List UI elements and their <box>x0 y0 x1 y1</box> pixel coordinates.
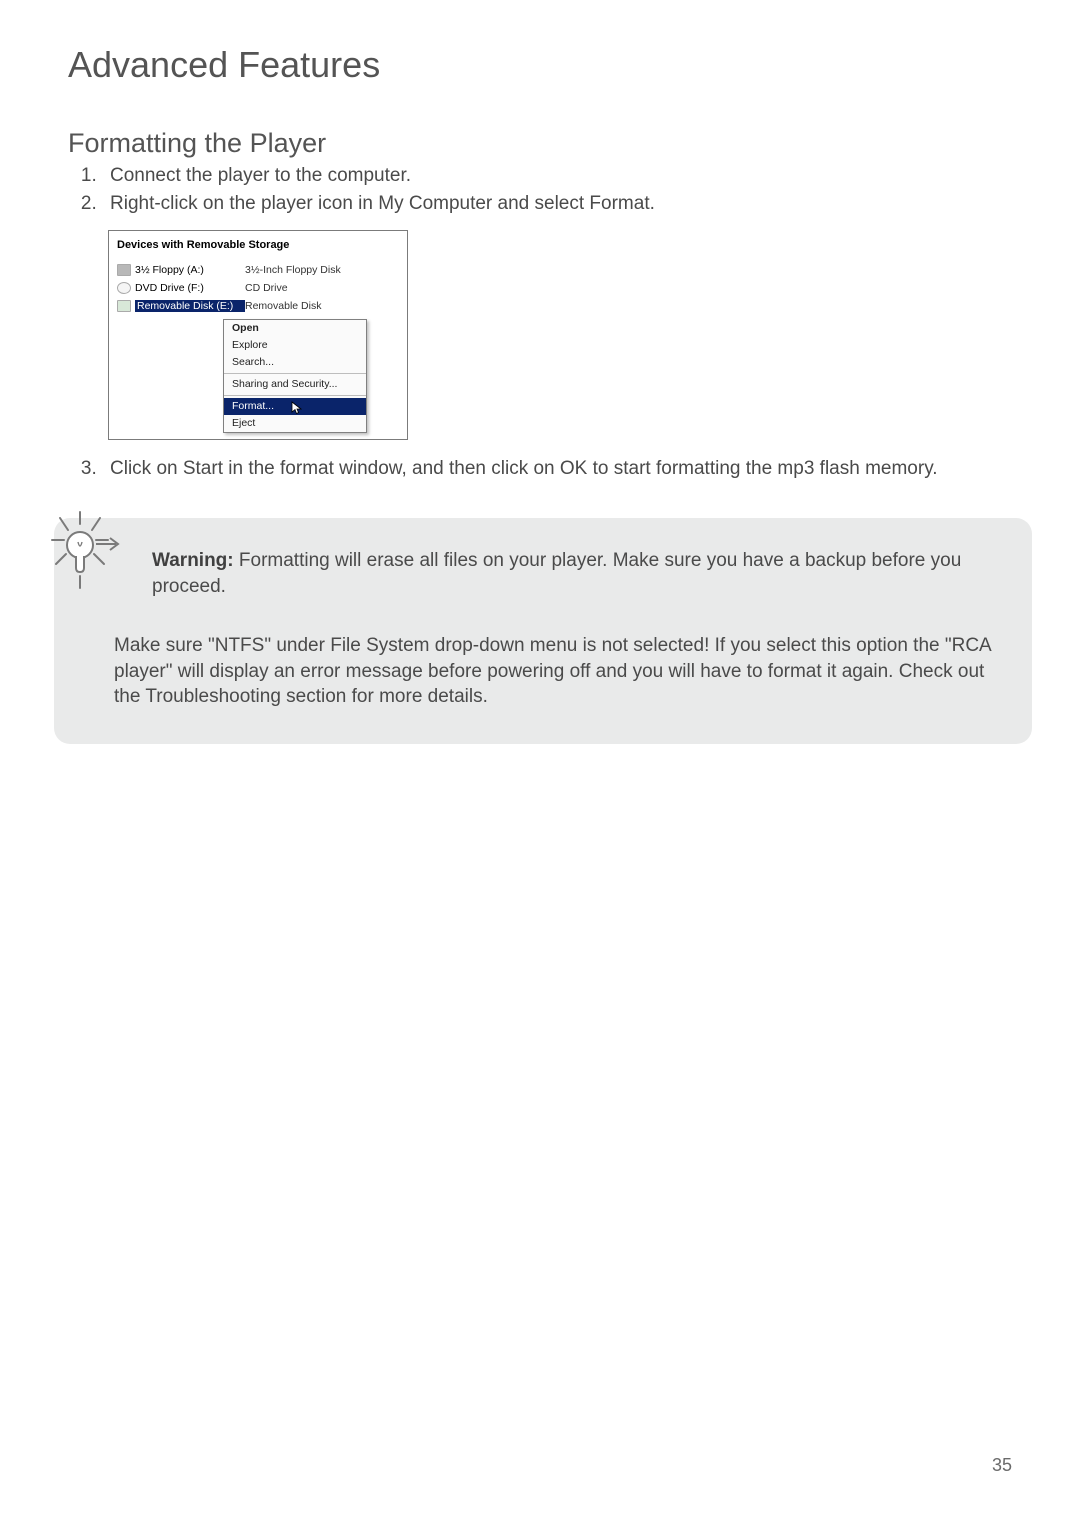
warning-paragraph: Warning: Formatting will erase all files… <box>152 548 998 599</box>
drive-row-floppy: 3½ Floppy (A:) 3½-Inch Floppy Disk <box>117 261 399 279</box>
menu-divider-2 <box>224 395 366 396</box>
drive-floppy-name: 3½ Floppy (A:) <box>135 264 245 276</box>
screenshot-title: Devices with Removable Storage <box>117 239 399 251</box>
warning-callout: Warning: Formatting will erase all files… <box>54 518 1032 744</box>
page-number: 35 <box>992 1455 1012 1476</box>
context-menu: Open Explore Search... Sharing and Secur… <box>223 319 367 433</box>
removable-disk-icon <box>117 300 131 312</box>
cursor-icon <box>291 401 303 413</box>
lightbulb-icon <box>48 510 112 590</box>
step-2: Right-click on the player icon in My Com… <box>102 191 1012 217</box>
floppy-icon <box>117 264 131 276</box>
drive-removable-type: Removable Disk <box>245 300 321 312</box>
instruction-list-continued: Click on Start in the format window, and… <box>68 456 1012 482</box>
warning-body: Formatting will erase all files on your … <box>152 550 961 597</box>
ntfs-paragraph: Make sure "NTFS" under File System drop-… <box>114 633 998 710</box>
drive-floppy-type: 3½-Inch Floppy Disk <box>245 264 341 276</box>
explorer-screenshot: Devices with Removable Storage 3½ Floppy… <box>108 230 408 440</box>
warning-label: Warning: <box>152 550 234 571</box>
menu-divider-1 <box>224 373 366 374</box>
drive-dvd-type: CD Drive <box>245 282 288 294</box>
menu-eject[interactable]: Eject <box>224 415 366 432</box>
drive-removable-name: Removable Disk (E:) <box>135 300 245 312</box>
drive-dvd-name: DVD Drive (F:) <box>135 282 245 294</box>
page-heading: Advanced Features <box>68 44 1012 86</box>
menu-explore[interactable]: Explore <box>224 337 366 354</box>
dvd-icon <box>117 282 131 294</box>
drive-row-removable: Removable Disk (E:) Removable Disk <box>117 297 399 315</box>
menu-sharing[interactable]: Sharing and Security... <box>224 376 366 393</box>
step-3: Click on Start in the format window, and… <box>102 456 1012 482</box>
drive-row-dvd: DVD Drive (F:) CD Drive <box>117 279 399 297</box>
instruction-list: Connect the player to the computer. Righ… <box>68 163 1012 216</box>
menu-format-label: Format... <box>232 400 274 412</box>
menu-search[interactable]: Search... <box>224 354 366 371</box>
menu-open[interactable]: Open <box>224 320 366 337</box>
step-1: Connect the player to the computer. <box>102 163 1012 189</box>
section-heading: Formatting the Player <box>68 128 1012 159</box>
menu-format[interactable]: Format... <box>224 398 366 415</box>
